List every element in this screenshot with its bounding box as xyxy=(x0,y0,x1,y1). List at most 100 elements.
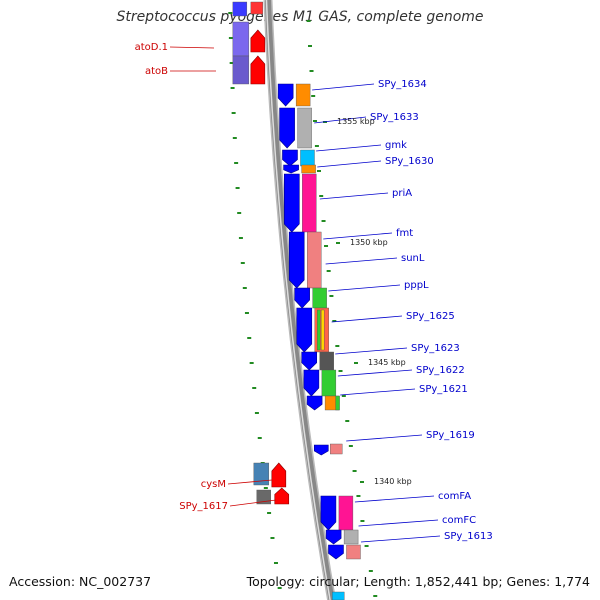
gene-arrow xyxy=(288,231,305,289)
position-marker: 1345 kbp xyxy=(368,358,406,367)
gene-block xyxy=(256,489,271,505)
leader-line xyxy=(337,369,413,377)
tick-left xyxy=(242,287,247,289)
gene-block xyxy=(338,495,354,531)
leader-line xyxy=(316,144,382,152)
tick-left xyxy=(247,337,252,339)
gene-arrow xyxy=(283,164,299,174)
gene-block xyxy=(300,149,315,167)
tick-right xyxy=(312,120,317,122)
gene-arrow xyxy=(271,462,287,488)
gene-block xyxy=(316,309,321,351)
label-leader-lines xyxy=(169,46,441,543)
tick-right xyxy=(373,595,378,597)
gene-label-sunl: sunL xyxy=(401,253,425,264)
tick-left xyxy=(228,37,233,39)
gene-label-comfc: comFC xyxy=(442,515,476,526)
gene-block xyxy=(253,462,270,486)
gene-arrow xyxy=(250,55,266,85)
gene-label-pppl: pppL xyxy=(404,280,429,291)
tick-left xyxy=(249,362,254,364)
gene-label-atob: atoB xyxy=(145,66,168,77)
gene-block xyxy=(320,309,325,351)
gene-label-gmk: gmk xyxy=(385,140,407,151)
gene-label-spy_1633: SPy_1633 xyxy=(370,112,419,123)
gene-arrow xyxy=(282,149,298,167)
leader-line xyxy=(317,160,382,168)
tick-left xyxy=(228,12,233,14)
position-tick xyxy=(354,362,358,364)
gene-label-spy_1630: SPy_1630 xyxy=(385,156,434,167)
leader-line xyxy=(354,495,435,503)
gene-arrow xyxy=(277,83,294,107)
gene-label-spy_1622: SPy_1622 xyxy=(416,365,465,376)
tick-right xyxy=(364,545,369,547)
tick-right xyxy=(306,20,311,22)
gene-label-comfa: comFA xyxy=(438,491,471,502)
gene-label-pria: priA xyxy=(392,188,412,199)
gene-block xyxy=(330,443,343,455)
gene-block xyxy=(232,1,248,17)
gene-block xyxy=(335,395,340,411)
leader-line xyxy=(169,46,215,49)
position-marker: 1340 kbp xyxy=(374,477,412,486)
tick-right xyxy=(352,470,357,472)
tick-right xyxy=(335,345,340,347)
gene-arrow xyxy=(325,529,342,545)
gene-label-spy_1613: SPy_1613 xyxy=(444,531,493,542)
tick-right xyxy=(308,45,313,47)
gene-label-spy_1625: SPy_1625 xyxy=(406,311,455,322)
gene-features xyxy=(232,1,361,600)
tick-right xyxy=(319,195,324,197)
tick-right xyxy=(356,495,361,497)
tick-right xyxy=(332,320,337,322)
tick-left xyxy=(273,562,278,564)
gene-arrow xyxy=(320,495,337,531)
leader-line xyxy=(312,83,375,91)
leader-line xyxy=(328,284,401,292)
gene-label-spy_1623: SPy_1623 xyxy=(411,343,460,354)
backbone-line xyxy=(265,0,335,600)
tick-right xyxy=(348,445,353,447)
tick-right xyxy=(338,370,343,372)
gene-arrow xyxy=(283,173,300,233)
tick-left xyxy=(229,62,234,64)
gene-block xyxy=(250,1,264,15)
tick-right xyxy=(309,70,314,72)
tick-left xyxy=(232,137,237,139)
tick-left xyxy=(252,387,257,389)
gene-block xyxy=(297,107,312,149)
gene-arrow xyxy=(279,107,295,149)
gene-label-spy_1621: SPy_1621 xyxy=(419,384,468,395)
tick-right xyxy=(368,570,373,572)
tick-left xyxy=(240,262,245,264)
genome-summary: Topology: circular; Length: 1,852,441 bp… xyxy=(246,574,590,589)
gene-arrow xyxy=(328,544,344,560)
gene-block xyxy=(343,529,359,545)
leader-line xyxy=(346,434,423,442)
tick-right xyxy=(311,95,316,97)
tick-left xyxy=(267,512,272,514)
gene-block xyxy=(312,287,327,309)
backbone-highlight xyxy=(265,0,331,600)
leader-line xyxy=(323,232,393,240)
tick-left xyxy=(263,487,268,489)
accession-text: Accession: NC_002737 xyxy=(9,574,152,589)
gene-arrow xyxy=(296,307,313,353)
tick-left xyxy=(270,537,275,539)
tick-right xyxy=(360,520,365,522)
gene-block xyxy=(307,231,322,289)
gene-arrow xyxy=(313,444,329,456)
tick-right xyxy=(316,170,321,172)
gene-block xyxy=(321,369,337,397)
tick-left xyxy=(231,112,236,114)
gene-block xyxy=(232,55,250,85)
leader-line xyxy=(331,315,403,323)
tick-left xyxy=(257,437,262,439)
tick-right xyxy=(326,270,331,272)
tick-left xyxy=(277,587,282,589)
position-tick xyxy=(360,481,364,483)
tick-left xyxy=(235,187,240,189)
leader-line xyxy=(319,192,389,200)
